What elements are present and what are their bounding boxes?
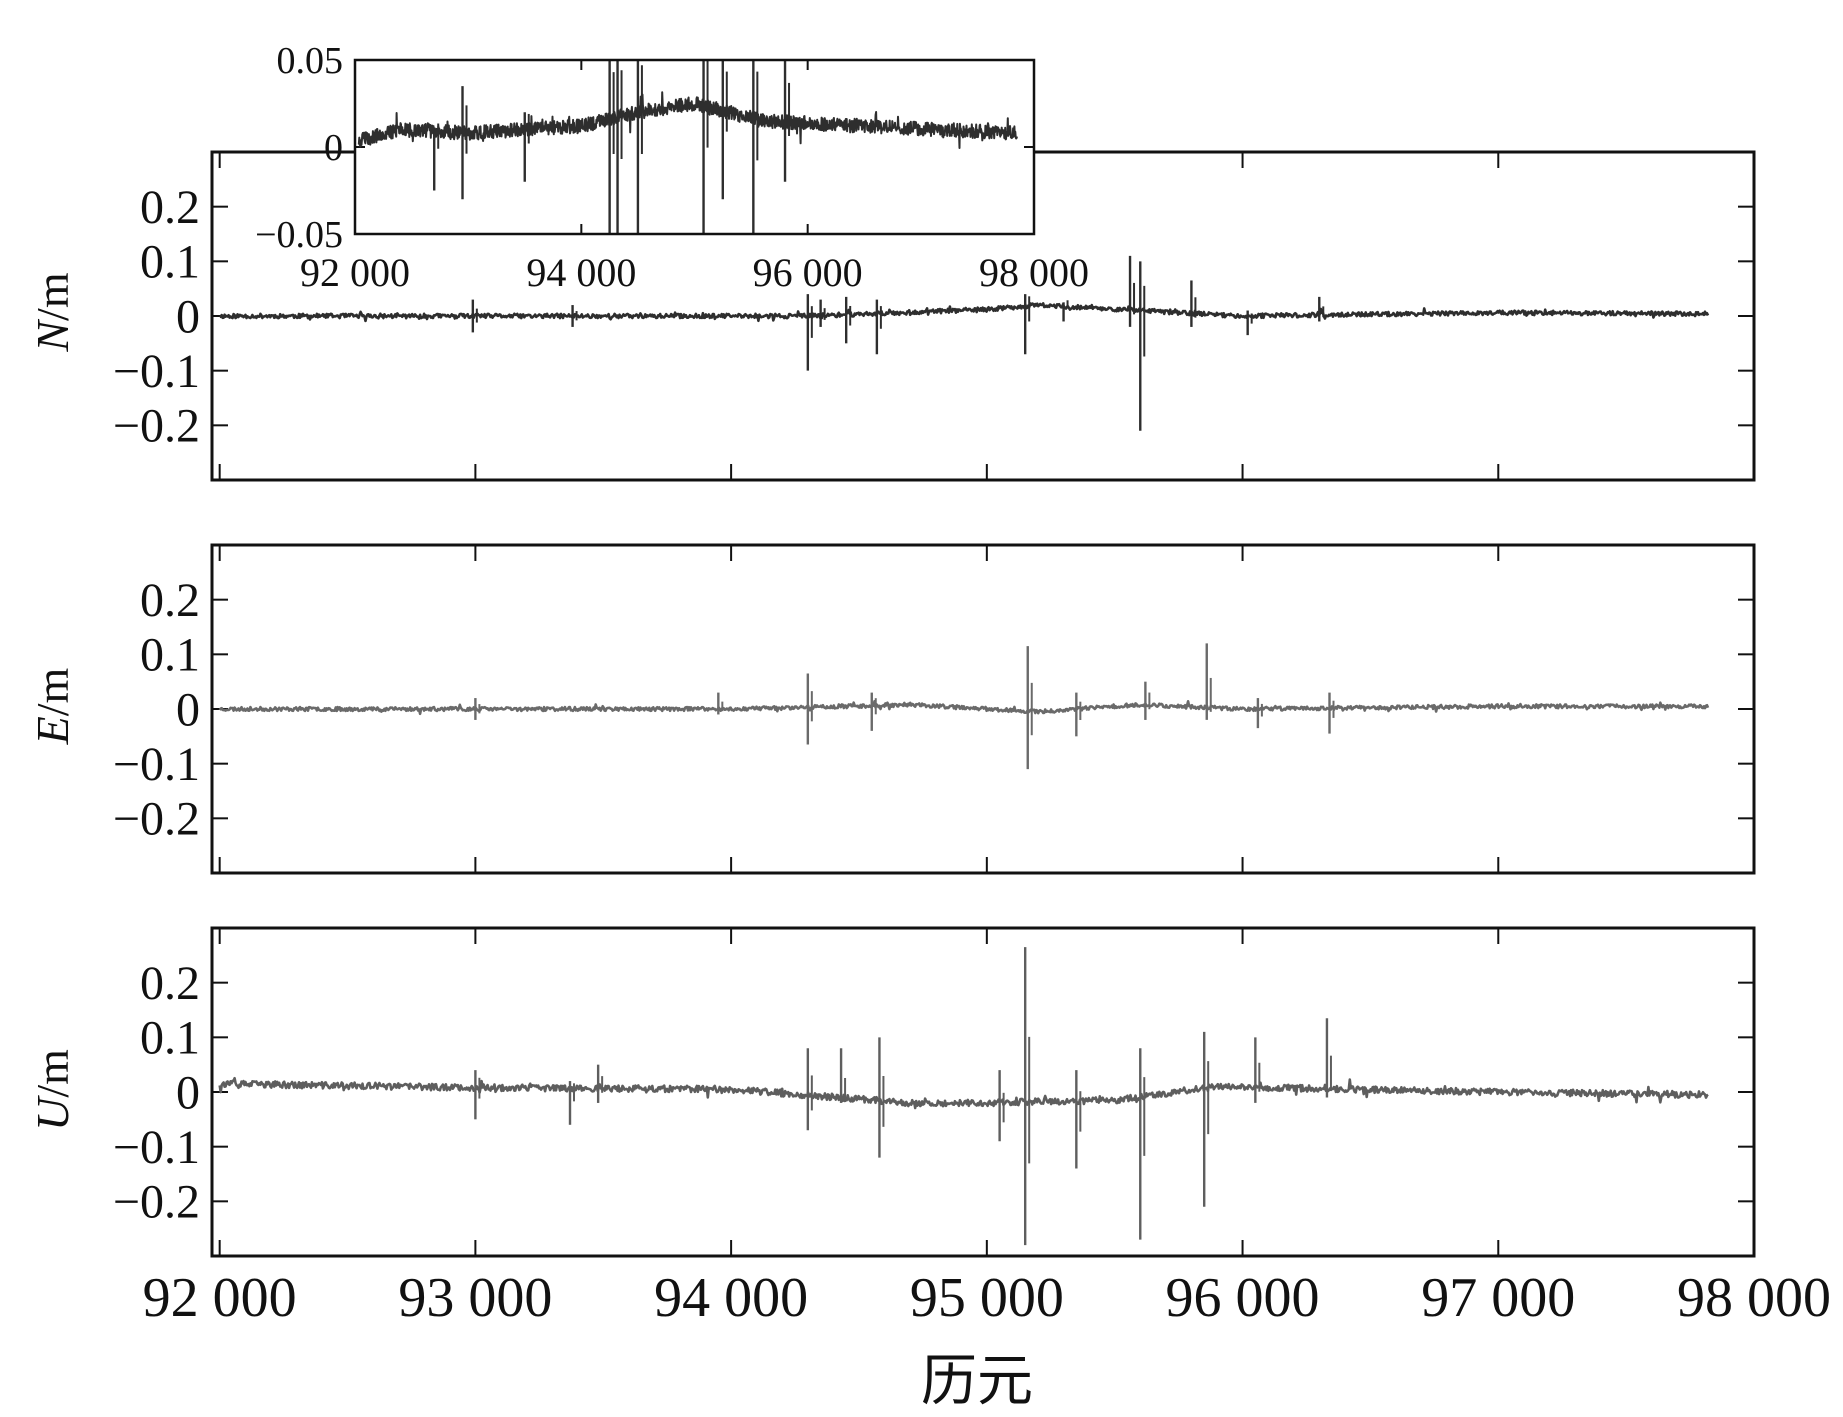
n-ytick-label-3: 0.1 [140, 236, 200, 289]
ylabel-u-var: U [27, 1095, 78, 1131]
u-xtick-label-4: 96 000 [1166, 1267, 1320, 1329]
u-xtick-label-0: 92 000 [143, 1267, 297, 1329]
ylabel-n: N/m [27, 272, 78, 352]
ylabel-u: U/m [27, 1049, 78, 1131]
ylabel-u-unit: /m [27, 1049, 78, 1098]
u-xtick-label-2: 94 000 [654, 1267, 808, 1329]
u-axes-frame [210, 926, 1756, 1258]
u-ytick-label-1: −0.1 [113, 1121, 200, 1174]
e-ytick-label-4: 0.2 [140, 574, 200, 627]
plot-u: −0.2−0.100.10.2 92 000 93 000 94 000 95 000 9… [113, 926, 1831, 1329]
e-ytick-label-2: 0 [176, 683, 200, 736]
ylabel-n-var: N [27, 319, 78, 353]
plot-e: −0.2−0.100.10.2 [113, 543, 1756, 875]
u-ytick-label-3: 0.1 [140, 1012, 200, 1065]
n-inset-ytick-label-1: 0 [324, 127, 343, 169]
e-ytick-label-1: −0.1 [113, 738, 200, 791]
panel-u: U/m −0.2−0.100.10.2 92 000 93 000 94 000 95 … [27, 926, 1831, 1329]
e-axes-frame [210, 543, 1756, 875]
n-ytick-label-2: 0 [176, 290, 200, 343]
n-inset-axes-frame [353, 58, 1036, 236]
n-inset-series-line [357, 91, 1018, 149]
e-ytick-label-0: −0.2 [113, 793, 200, 846]
u-xtick-label-1: 93 000 [398, 1267, 552, 1329]
n-inset-xtick-label-0: 92 000 [300, 250, 410, 295]
ylabel-n-unit: /m [27, 272, 78, 321]
ylabel-e-var: E [27, 716, 78, 745]
inset-background [355, 60, 1034, 234]
u-ytick-label-0: −0.2 [113, 1176, 200, 1229]
panel-n: N/m −0.2−0.100.10.2 [27, 150, 1756, 482]
n-inset-ytick-label-2: 0.05 [277, 40, 344, 82]
svg-text:N/m: N/m [27, 272, 78, 352]
n-inset-xtick-label-2: 96 000 [753, 250, 863, 295]
u-ytick-label-2: 0 [176, 1066, 200, 1119]
ylabel-e-unit: /m [27, 667, 78, 716]
n-ytick-label-1: −0.1 [113, 345, 200, 398]
n-inset-xtick-label-3: 98 000 [979, 250, 1089, 295]
u-xtick-label-6: 98 000 [1677, 1267, 1831, 1329]
n-ytick-label-4: 0.2 [140, 181, 200, 234]
panel-e: E/m −0.2−0.100.10.2 [27, 543, 1756, 875]
n-inset-xtick-label-1: 94 000 [526, 250, 636, 295]
u-ytick-label-4: 0.2 [140, 957, 200, 1010]
u-xtick-label-5: 97 000 [1421, 1267, 1575, 1329]
plot-n-inset: −0.05 0 0.05 92 000 94 000 96 000 98 000 [255, 40, 1089, 295]
n-series-line [219, 302, 1710, 323]
svg-text:U/m: U/m [27, 1049, 78, 1131]
n-ytick-label-0: −0.2 [113, 400, 200, 453]
n-inset-ytick-label-0: −0.05 [255, 214, 343, 256]
e-ytick-label-3: 0.1 [140, 629, 200, 682]
x-axis-title: 历元 [921, 1351, 1033, 1413]
e-series-line [218, 700, 1710, 716]
svg-text:E/m: E/m [27, 667, 78, 745]
u-xtick-label-3: 95 000 [910, 1267, 1064, 1329]
ylabel-e: E/m [27, 667, 78, 745]
u-series-line [218, 1076, 1709, 1110]
